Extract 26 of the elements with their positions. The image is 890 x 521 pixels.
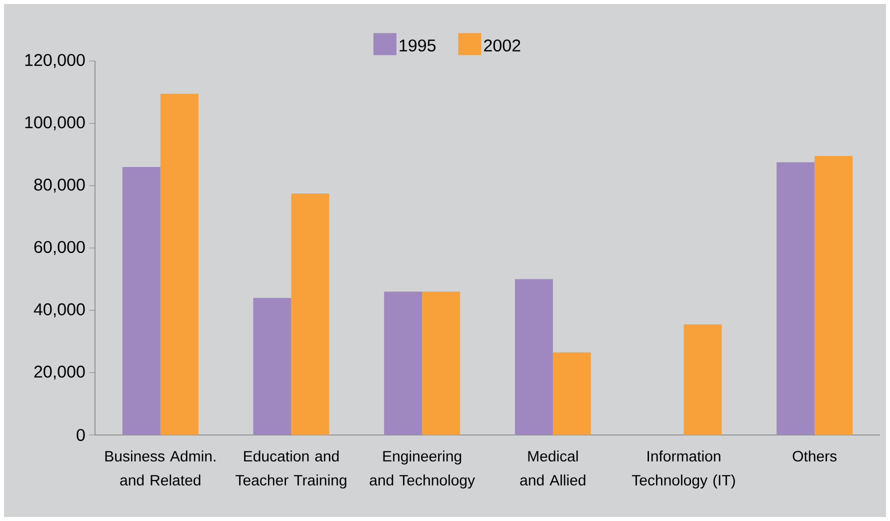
bar	[384, 292, 422, 435]
bar	[552, 352, 591, 435]
y-tick-label: 0	[76, 428, 85, 442]
x-tick-label: Engineering and Technology	[370, 450, 475, 488]
bar	[291, 193, 330, 435]
x-tick-label: Business Admin. and Related	[105, 450, 216, 486]
x-tick-label: Medical and Allied	[520, 450, 586, 486]
bar	[776, 162, 815, 435]
bar	[814, 156, 853, 435]
y-tick-label: 60,000	[34, 240, 85, 256]
x-tick-label: Education and Teacher Training	[236, 450, 346, 488]
y-tick-label: 100,000	[25, 116, 85, 130]
bar	[253, 298, 292, 435]
legend-label: 1995	[400, 39, 436, 52]
y-tick-label: 120,000	[25, 54, 85, 68]
bar	[122, 166, 160, 435]
bar	[684, 324, 722, 435]
bar	[422, 292, 460, 435]
y-tick-label: 80,000	[34, 178, 85, 193]
bar	[514, 279, 553, 435]
x-tick-label: Others	[792, 450, 837, 462]
bar	[160, 94, 198, 435]
x-tick-label: Information Technology (IT)	[632, 450, 735, 488]
legend-label: 2002	[484, 39, 520, 52]
y-tick-label: 20,000	[34, 366, 85, 380]
y-tick-label: 40,000	[34, 303, 85, 318]
